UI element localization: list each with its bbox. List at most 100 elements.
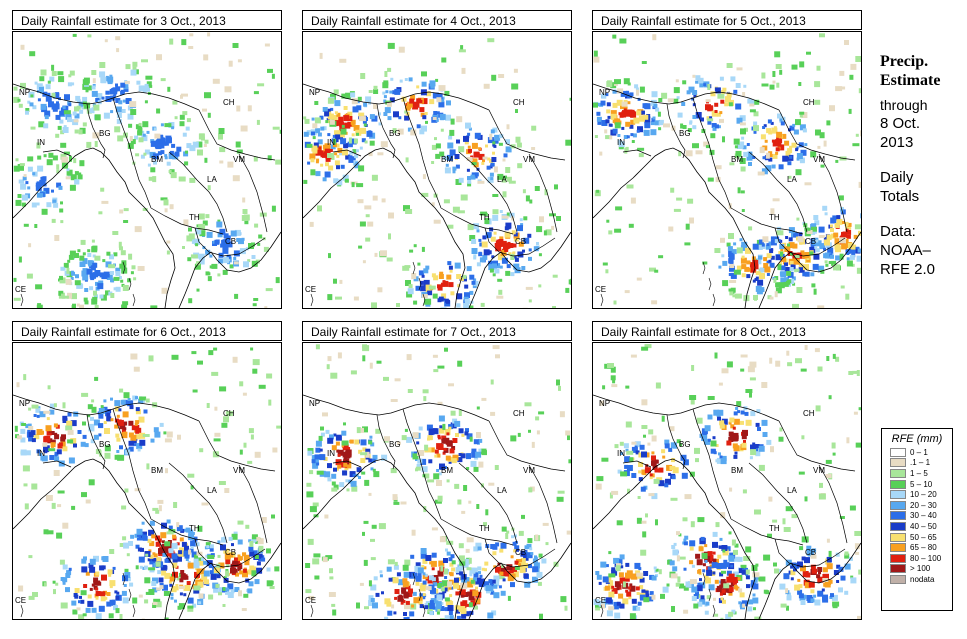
rain-cell bbox=[330, 107, 334, 111]
rain-cell bbox=[539, 613, 543, 619]
rain-cell bbox=[121, 432, 128, 439]
rain-cell bbox=[479, 242, 484, 247]
rain-cell bbox=[474, 132, 481, 139]
rain-cell bbox=[729, 417, 735, 423]
rain-cell bbox=[614, 228, 622, 233]
rain-cell bbox=[466, 603, 470, 607]
rain-cell bbox=[358, 449, 363, 454]
rain-cell bbox=[369, 435, 373, 439]
country-label-th: TH bbox=[479, 213, 490, 222]
rain-cell bbox=[356, 602, 360, 609]
rain-cell bbox=[632, 133, 637, 138]
rain-cell bbox=[171, 542, 178, 549]
rain-cell bbox=[106, 416, 112, 422]
rain-cell bbox=[840, 575, 846, 581]
rain-cell bbox=[746, 143, 750, 146]
rain-cell bbox=[443, 465, 447, 469]
rain-cell bbox=[247, 259, 251, 263]
rain-cell bbox=[315, 128, 321, 134]
rain-cell bbox=[508, 180, 516, 184]
rain-cell bbox=[109, 74, 113, 78]
rain-cell bbox=[740, 410, 745, 415]
rain-cell bbox=[335, 139, 339, 143]
rain-cell bbox=[167, 86, 171, 92]
legend-item: 5 – 10 bbox=[890, 479, 952, 490]
rain-cell bbox=[719, 118, 724, 123]
rain-cell bbox=[401, 435, 407, 441]
rain-cell bbox=[168, 170, 172, 173]
rain-cell bbox=[314, 101, 319, 105]
rain-cell bbox=[25, 108, 30, 112]
rain-cell bbox=[697, 77, 704, 84]
rain-cell bbox=[784, 246, 791, 252]
rain-cell bbox=[477, 546, 482, 551]
rain-cell bbox=[430, 84, 435, 89]
rain-cell bbox=[176, 576, 181, 581]
rain-cell bbox=[499, 548, 504, 553]
rain-cell bbox=[745, 247, 751, 254]
rain-cell bbox=[763, 589, 768, 594]
rain-cell bbox=[231, 543, 234, 547]
rain-cell bbox=[190, 254, 198, 259]
rain-cell bbox=[114, 406, 120, 412]
rain-cell bbox=[601, 120, 608, 126]
rain-cell bbox=[144, 83, 149, 88]
rain-cell bbox=[324, 171, 331, 178]
rain-cell bbox=[78, 614, 85, 619]
rain-cell bbox=[711, 562, 718, 569]
rain-cell bbox=[119, 263, 127, 269]
country-border bbox=[198, 420, 276, 472]
rain-cell bbox=[159, 583, 164, 587]
rain-cell bbox=[134, 488, 141, 492]
rain-cell bbox=[28, 407, 32, 411]
rain-cell bbox=[249, 540, 254, 547]
rain-cell bbox=[493, 565, 497, 569]
rain-cell bbox=[699, 578, 702, 582]
rain-cell bbox=[651, 91, 658, 98]
rain-cell bbox=[316, 448, 320, 452]
rain-cell bbox=[60, 266, 65, 271]
rain-cell bbox=[816, 574, 821, 579]
rain-cell bbox=[747, 606, 753, 612]
rain-cell bbox=[106, 601, 112, 607]
rain-cell bbox=[530, 552, 534, 556]
rain-cell bbox=[618, 593, 624, 599]
rain-cell bbox=[641, 520, 647, 524]
rain-cell bbox=[129, 101, 137, 108]
rain-cell bbox=[776, 137, 783, 144]
rain-cell bbox=[844, 563, 851, 570]
rain-cell bbox=[415, 575, 422, 582]
rain-cell bbox=[358, 245, 363, 249]
rain-cell bbox=[222, 243, 229, 250]
rain-cell bbox=[430, 587, 436, 594]
rain-cell bbox=[147, 558, 151, 562]
rain-cell bbox=[337, 352, 342, 359]
rain-cell bbox=[452, 170, 456, 174]
rain-cell bbox=[846, 234, 851, 239]
rain-cell bbox=[708, 584, 715, 591]
rain-cell bbox=[110, 271, 114, 275]
rain-cell bbox=[92, 245, 98, 251]
rain-cell bbox=[43, 154, 47, 158]
rain-cell bbox=[818, 493, 826, 500]
rain-cell bbox=[442, 423, 446, 430]
rain-cell bbox=[452, 454, 459, 461]
coastline bbox=[303, 147, 571, 308]
rain-cell bbox=[776, 82, 780, 88]
rain-cell bbox=[446, 100, 451, 106]
rain-cell bbox=[45, 495, 53, 501]
rain-cell bbox=[120, 399, 126, 405]
rain-cell bbox=[132, 395, 138, 401]
country-border bbox=[748, 151, 808, 233]
rain-cell bbox=[99, 62, 106, 68]
rain-cell bbox=[164, 141, 169, 146]
rain-cell bbox=[814, 99, 821, 105]
rain-cell bbox=[57, 71, 64, 76]
rain-cell bbox=[736, 247, 743, 254]
rain-cell bbox=[68, 103, 72, 107]
rain-cell bbox=[188, 227, 192, 232]
rain-cell bbox=[474, 172, 479, 177]
rain-cell bbox=[195, 228, 202, 235]
rain-cell bbox=[706, 595, 711, 600]
rain-cell bbox=[638, 567, 642, 571]
